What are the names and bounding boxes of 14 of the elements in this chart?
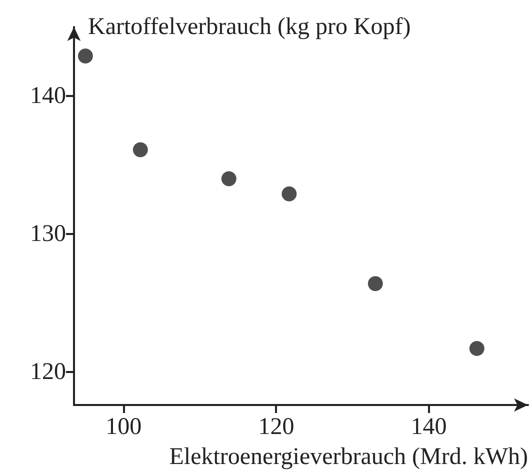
point — [282, 186, 297, 202]
y-axis-title: Kartoffelverbrauch (kg pro Kopf) — [88, 14, 411, 40]
x-tick-label: 100 — [106, 414, 142, 440]
y-tick-label: 120 — [30, 358, 66, 385]
x-tick-label: 140 — [410, 414, 447, 440]
point — [221, 171, 236, 186]
point — [132, 142, 148, 158]
point — [469, 340, 484, 356]
x-axis-title: Elektroenergieverbrauch (Mrd. kWh) — [169, 444, 528, 470]
x-tick-label: 120 — [258, 414, 294, 440]
point — [78, 48, 93, 64]
y-tick-label: 130 — [30, 220, 66, 247]
y-tick-label: 140 — [30, 82, 66, 109]
point — [368, 276, 383, 292]
